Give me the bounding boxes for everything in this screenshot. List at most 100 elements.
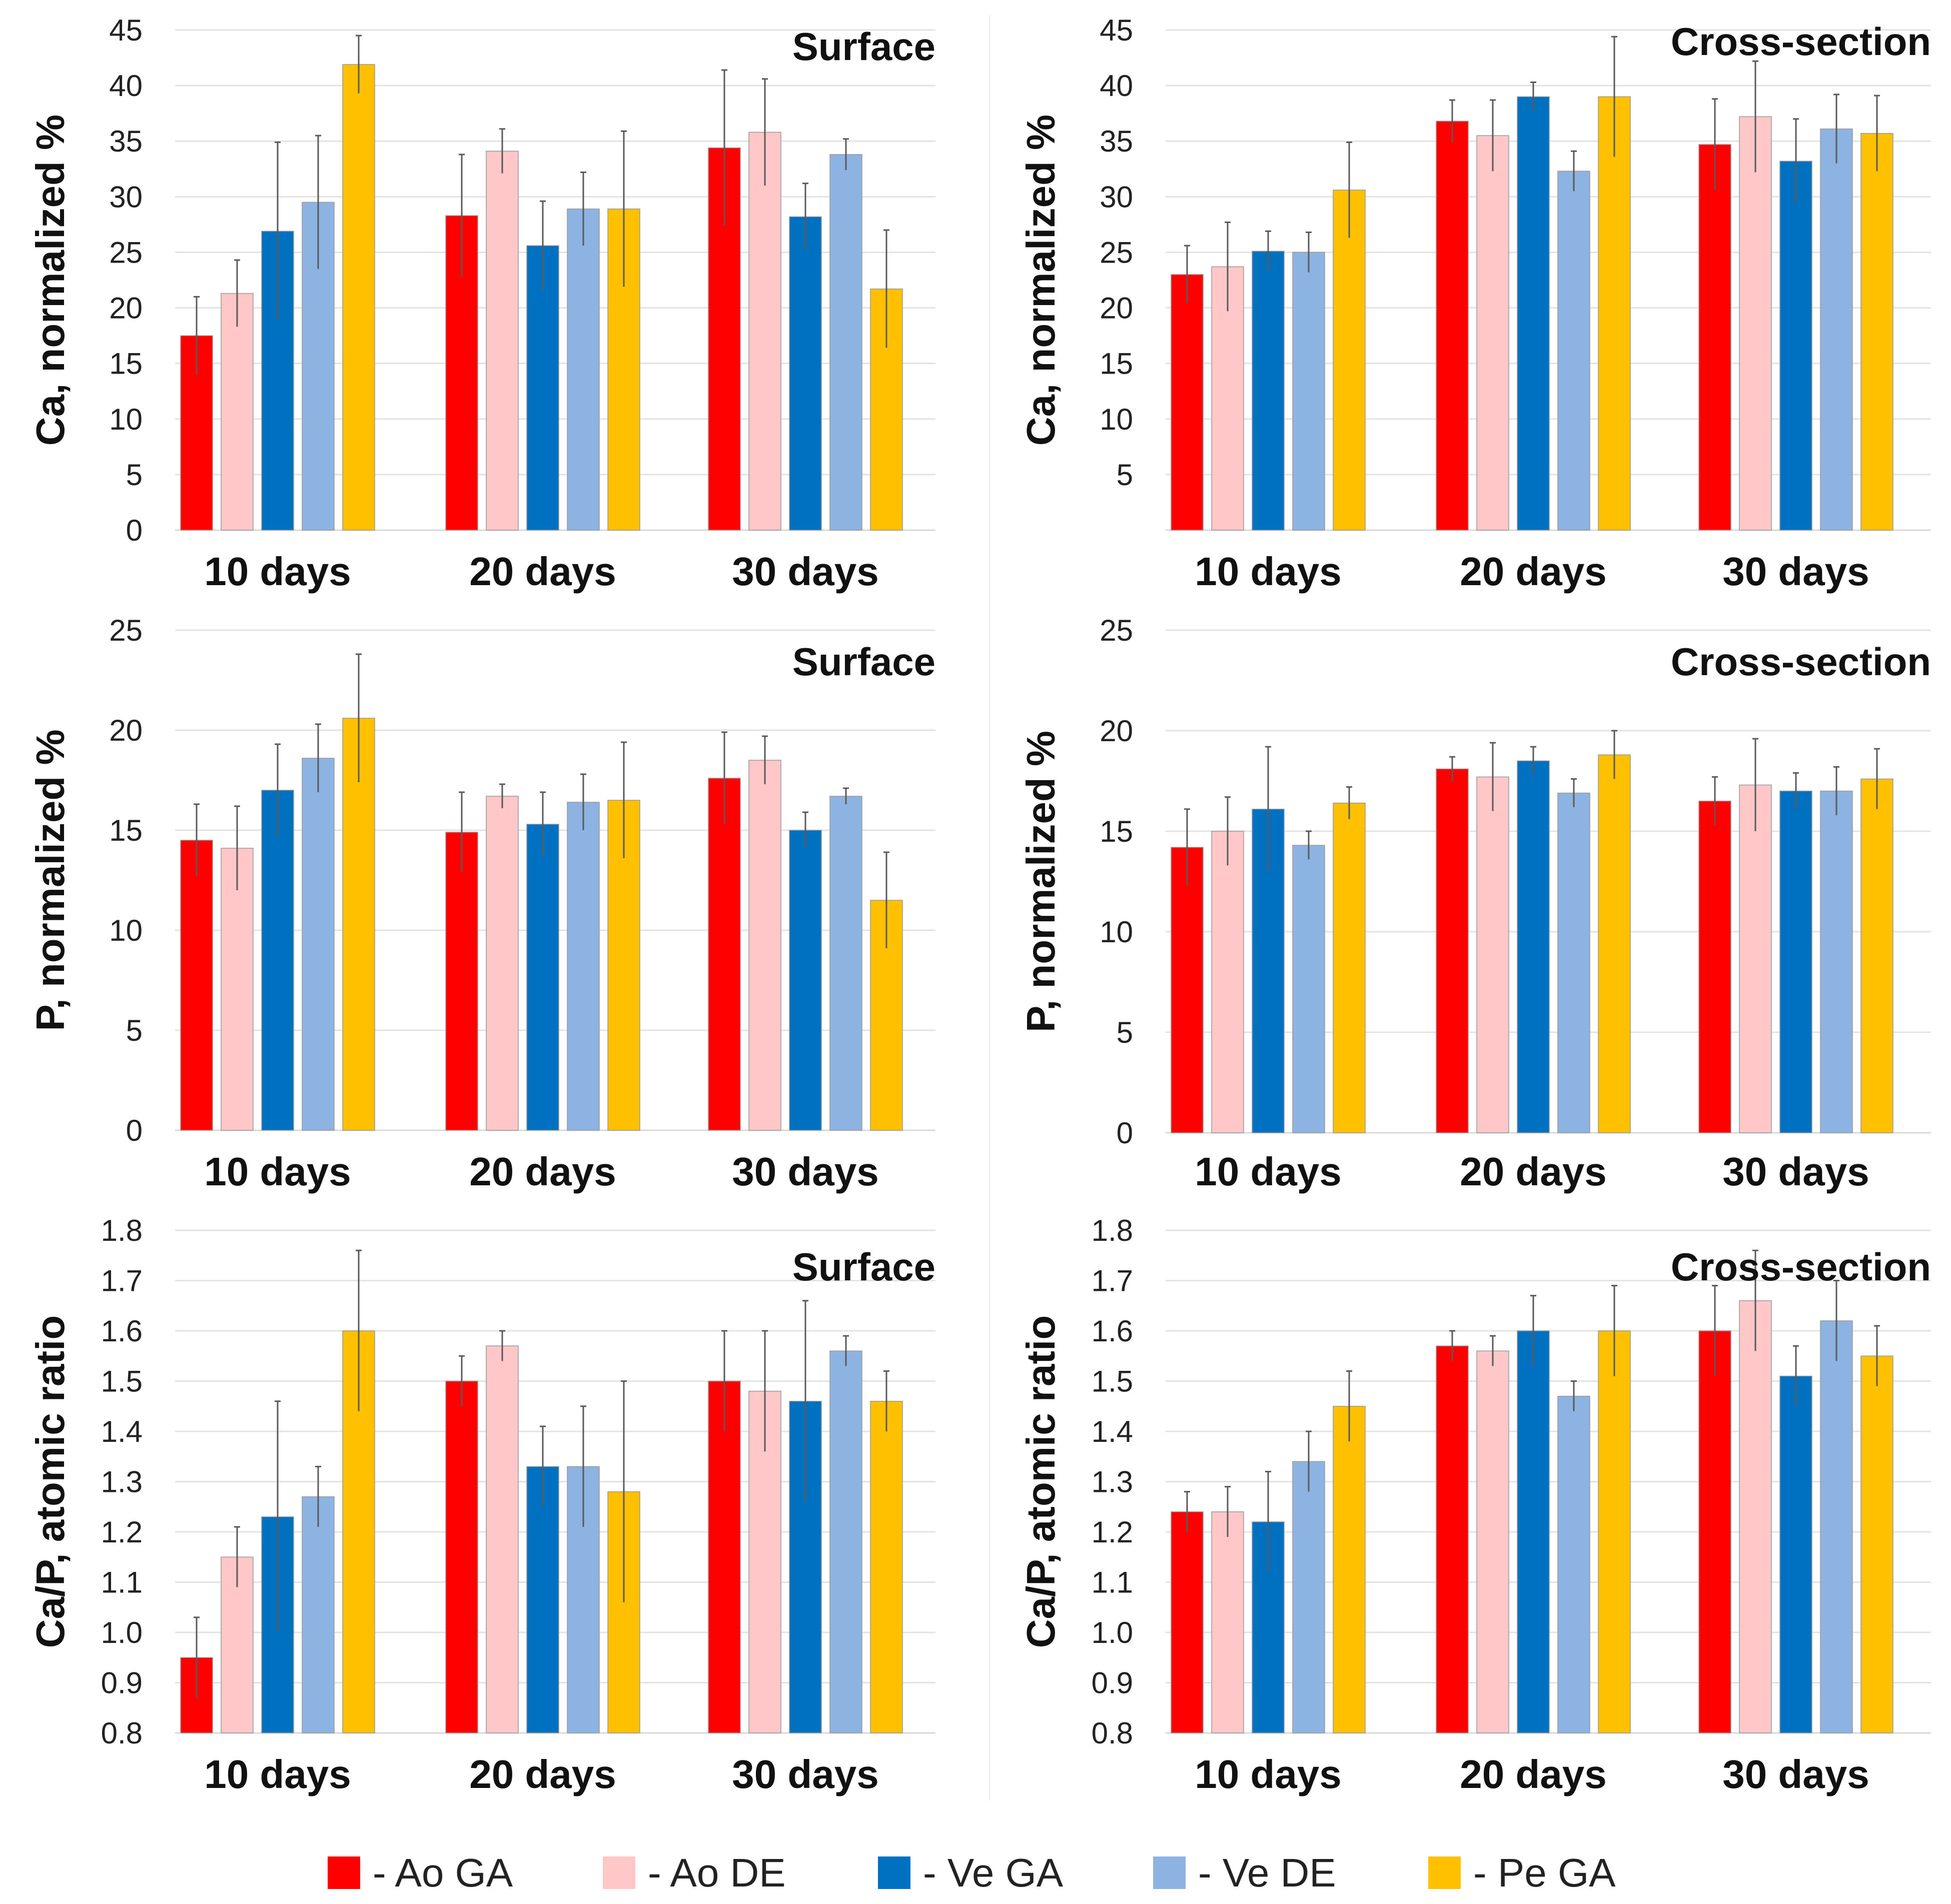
y-tick-label: 1.6 <box>101 1314 143 1348</box>
bar-ao-ga <box>1436 1345 1469 1733</box>
y-tick-label: 15 <box>1100 347 1133 381</box>
legend: - Ao GA - Ao DE - Ve GA - Ve DE - Pe GA <box>328 1850 1616 1895</box>
category-label: 30 days <box>1722 1149 1869 1194</box>
bar-pe-ga <box>1598 754 1631 1133</box>
bar-ao-ga <box>708 1380 741 1733</box>
bar-pe-ga <box>1860 1355 1893 1733</box>
bar-ao-ga <box>1698 144 1731 531</box>
bar-ao-ga <box>1436 121 1469 531</box>
panel-title: Surface <box>792 25 935 69</box>
y-tick-label: 0 <box>1117 1116 1133 1150</box>
bar-ve-de <box>829 1350 862 1733</box>
y-tick-label: 0 <box>126 1114 143 1147</box>
category-label: 10 days <box>204 549 351 594</box>
bar-ve-ga <box>1779 1375 1812 1733</box>
bar-ve-ga <box>1779 790 1812 1133</box>
y-tick-label: 20 <box>109 292 143 325</box>
bar-pe-ga <box>1333 1406 1366 1733</box>
bar-ve-ga <box>1517 1330 1550 1733</box>
bar-ve-ga <box>526 245 559 531</box>
y-tick-label: 30 <box>109 180 143 214</box>
y-axis-label: Ca/P, atomic ratio <box>28 1315 73 1648</box>
y-tick-label: 10 <box>1100 915 1133 949</box>
bar-ve-de <box>829 154 862 531</box>
legend-swatch <box>603 1856 635 1889</box>
y-tick-label: 5 <box>126 1014 143 1047</box>
y-tick-label: 1.3 <box>1092 1465 1133 1499</box>
bar-pe-ga <box>1860 133 1893 531</box>
y-tick-label: 10 <box>1100 403 1133 436</box>
y-tick-label: 1.2 <box>1092 1515 1133 1549</box>
category-label: 10 days <box>1195 1752 1342 1796</box>
bar-ve-ga <box>789 830 822 1131</box>
chart-panel-4: 0 5 10 15 20 25 10 days 20 days 30 days Cross-sec… <box>1019 614 1931 1194</box>
bar-ao-ga <box>1698 800 1731 1133</box>
legend-item-ve-de: - Ve DE <box>1153 1850 1336 1895</box>
bar-ve-de <box>302 758 335 1131</box>
bar-ao-ga <box>1171 1511 1204 1733</box>
bar-ao-de <box>1211 831 1244 1133</box>
bar-ve-ga <box>1779 161 1812 531</box>
y-tick-label: 0.8 <box>1092 1716 1133 1750</box>
y-tick-label: 40 <box>109 69 143 103</box>
bar-pe-ga <box>342 718 375 1131</box>
category-label: 10 days <box>204 1752 351 1796</box>
bar-pe-ga <box>1860 778 1893 1133</box>
category-label: 20 days <box>1460 1149 1607 1194</box>
bar-ao-de <box>221 293 254 531</box>
y-tick-label: 0.8 <box>101 1716 143 1750</box>
y-axis-label: Ca/P, atomic ratio <box>1019 1315 1063 1648</box>
legend-swatch <box>878 1856 910 1889</box>
bar-ao-de <box>1739 784 1772 1133</box>
bar-ao-de <box>1476 135 1509 531</box>
bar-ve-de <box>1820 129 1853 531</box>
bar-pe-ga <box>870 1400 903 1733</box>
bar-ao-ga <box>708 778 741 1131</box>
legend-item-ao-ga: - Ao GA <box>328 1850 513 1895</box>
y-tick-label: 25 <box>109 236 143 269</box>
category-label: 20 days <box>469 549 616 594</box>
bar-ao-de <box>486 1345 519 1733</box>
category-label: 10 days <box>1195 549 1342 594</box>
y-tick-label: 1.7 <box>101 1264 143 1298</box>
bar-ao-ga <box>445 832 478 1131</box>
y-tick-label: 15 <box>109 347 143 381</box>
bar-ao-de <box>1476 1350 1509 1733</box>
chart-panel-6: 0.8 0.9 1.0 1.1 1.2 1.3 1.4 1.5 1.6 1.7 1.8 10 days… <box>1019 1214 1931 1796</box>
legend-label: - Pe GA <box>1473 1850 1616 1895</box>
bar-ve-de <box>1820 1320 1853 1733</box>
y-tick-label: 1.5 <box>1092 1365 1133 1398</box>
y-tick-label: 1.0 <box>1092 1616 1133 1649</box>
y-tick-label: 1.1 <box>101 1566 143 1599</box>
bar-ao-de <box>1739 116 1772 531</box>
bar-ao-ga <box>1171 847 1204 1133</box>
panel-title: Cross-section <box>1671 640 1931 684</box>
y-tick-label: 0 <box>126 514 143 547</box>
y-tick-label: 1.8 <box>1092 1214 1133 1247</box>
y-tick-label: 1.3 <box>101 1465 143 1499</box>
y-axis-label: Ca, normalized % <box>28 115 73 446</box>
y-axis-label: P, normalized % <box>28 729 73 1031</box>
category-label: 30 days <box>732 549 879 594</box>
bar-ao-ga <box>180 840 213 1131</box>
bar-ao-de <box>221 848 254 1131</box>
bar-ve-de <box>829 796 862 1131</box>
bar-ve-de <box>1292 1461 1325 1733</box>
legend-label: - Ve DE <box>1198 1850 1336 1895</box>
y-tick-label: 20 <box>1100 714 1133 748</box>
bar-ve-ga <box>1252 251 1285 531</box>
chart-panel-1: 0 5 10 15 20 25 30 35 40 45 10 days 20 days 30 days S… <box>28 14 935 594</box>
chart-panel-5: 0.8 0.9 1.0 1.1 1.2 1.3 1.4 1.5 1.6 1.7 1.8 10 days… <box>28 1214 935 1796</box>
chart-panel-2: 5 10 15 20 25 30 35 40 45 10 days 20 days 30 days Cr… <box>1019 14 1931 594</box>
bar-ao-de <box>486 151 519 531</box>
bar-ao-de <box>1211 1511 1244 1733</box>
bar-ao-de <box>748 760 781 1131</box>
bar-ve-de <box>1557 1395 1590 1733</box>
bar-ao-ga <box>445 1380 478 1733</box>
bar-ve-de <box>1292 845 1325 1133</box>
legend-swatch <box>1428 1856 1461 1889</box>
y-tick-label: 25 <box>1100 614 1133 647</box>
category-label: 30 days <box>732 1149 879 1194</box>
legend-label: - Ao DE <box>648 1850 786 1895</box>
